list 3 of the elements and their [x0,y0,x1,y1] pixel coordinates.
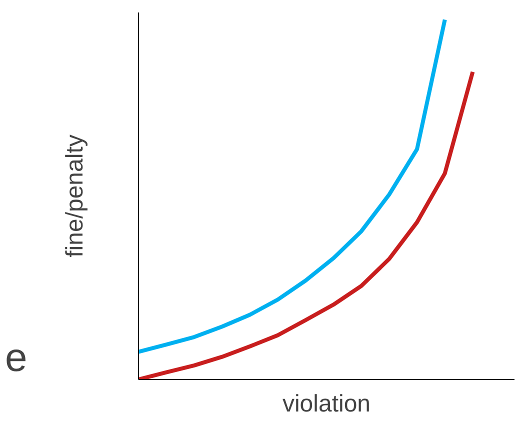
y-axis-title: fine/penalty [62,134,88,258]
x-axis-title: violation [282,390,371,418]
text: e [5,335,28,382]
